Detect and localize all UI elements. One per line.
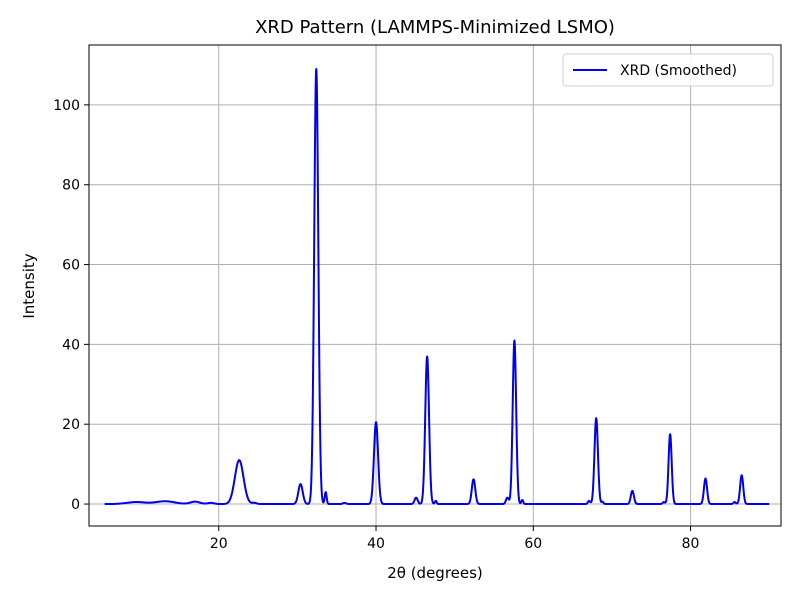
- legend: XRD (Smoothed): [562, 53, 774, 87]
- y-tick-label: 40: [62, 337, 80, 353]
- y-tick-label: 100: [53, 98, 80, 114]
- legend-box: [562, 53, 774, 87]
- y-axis-label: Intensity: [20, 253, 38, 318]
- chart-title: XRD Pattern (LAMMPS-Minimized LSMO): [255, 17, 615, 38]
- y-tick-label: 80: [62, 178, 80, 194]
- y-axis-ticks: 0 20 40 60 80 100: [53, 98, 89, 513]
- x-tick-label: 80: [682, 536, 700, 552]
- legend-entry-label: XRD (Smoothed): [620, 63, 737, 79]
- x-axis-ticks: 20 40 60 80: [210, 526, 700, 552]
- series-layer: [103, 67, 770, 506]
- y-tick-label: 60: [62, 258, 80, 274]
- y-tick-label: 0: [71, 497, 80, 513]
- series-line-xrd: [103, 67, 770, 506]
- plot-frame: [88, 44, 782, 527]
- x-tick-label: 40: [367, 536, 385, 552]
- x-tick-label: 60: [524, 536, 542, 552]
- x-tick-label: 20: [210, 536, 228, 552]
- y-tick-label: 20: [62, 417, 80, 433]
- grid-lines: [89, 45, 781, 526]
- x-axis-label: 2θ (degrees): [387, 564, 483, 582]
